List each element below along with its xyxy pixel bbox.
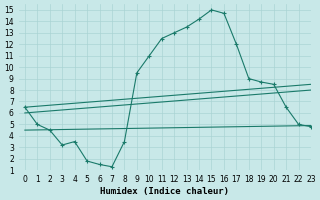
X-axis label: Humidex (Indice chaleur): Humidex (Indice chaleur): [100, 187, 229, 196]
